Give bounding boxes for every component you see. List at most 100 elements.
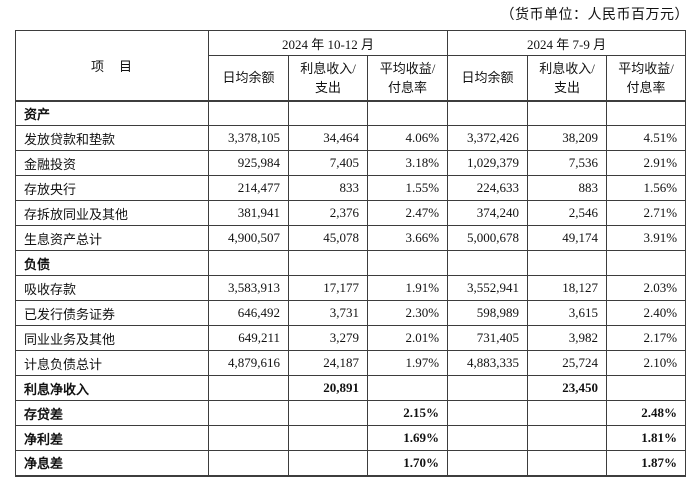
cell-value: 1.70% — [366, 450, 449, 476]
row-label: 吸收存款 — [15, 275, 209, 301]
cell-value — [527, 250, 608, 276]
subheader-yield-1: 平均收益/ 付息率 — [366, 55, 449, 102]
cell-value: 731,405 — [447, 325, 529, 351]
table-row: 生息资产总计 4,900,507 45,078 3.66% 5,000,678 49,17… — [15, 225, 687, 251]
row-label: 净利差 — [15, 425, 209, 451]
cell-value: 833 — [288, 175, 368, 201]
cell-value — [527, 100, 608, 126]
cell-value: 17,177 — [288, 275, 368, 301]
cell-value: 18,127 — [527, 275, 608, 301]
cell-value: 883 — [527, 175, 608, 201]
header-sub-row: 日均余额 利息收入/ 支出 平均收益/ 付息率 日均余额 利息收入/ 支出 平均… — [16, 55, 687, 102]
row-label: 净息差 — [15, 450, 209, 476]
cell-value — [208, 425, 289, 451]
cell-value: 4.06% — [366, 125, 449, 151]
cell-value: 5,000,678 — [447, 225, 529, 251]
cell-value: 1.55% — [366, 175, 449, 201]
cell-value: 2.48% — [606, 400, 687, 426]
cell-value: 45,078 — [288, 225, 368, 251]
cell-value — [447, 400, 529, 426]
cell-value: 1.97% — [366, 350, 449, 376]
cell-value: 7,405 — [288, 150, 368, 176]
cell-value — [447, 250, 529, 276]
item-column-header: 项 目 — [15, 30, 209, 102]
table-row: 计息负债总计 4,879,616 24,187 1.97% 4,883,335 25,72… — [15, 350, 687, 376]
cell-value: 38,209 — [527, 125, 608, 151]
cell-value — [447, 375, 529, 401]
cell-value: 2.10% — [606, 350, 687, 376]
cell-value: 646,492 — [208, 300, 289, 326]
row-label: 已发行债务证券 — [15, 300, 209, 326]
header-group-row: 项 目 2024 年 10-12 月 2024 年 7-9 月 — [15, 30, 687, 102]
row-label: 同业业务及其他 — [15, 325, 209, 351]
table-header: 项 目 2024 年 10-12 月 2024 年 7-9 月 日均余额 利息收… — [15, 30, 687, 102]
cell-value: 2.30% — [366, 300, 449, 326]
cell-value: 3.18% — [366, 150, 449, 176]
cell-value: 1,029,379 — [447, 150, 529, 176]
cell-value: 2.01% — [366, 325, 449, 351]
cell-value: 24,187 — [288, 350, 368, 376]
cell-value — [527, 400, 608, 426]
cell-value: 925,984 — [208, 150, 289, 176]
cell-value — [366, 250, 449, 276]
cell-value: 1.69% — [366, 425, 449, 451]
cell-value: 4,879,616 — [208, 350, 289, 376]
table-row: 发放贷款和垫款 3,378,105 34,464 4.06% 3,372,426 38,2… — [15, 125, 687, 151]
cell-value — [208, 450, 289, 476]
row-label: 负债 — [15, 250, 209, 276]
cell-value — [606, 375, 687, 401]
cell-value — [447, 425, 529, 451]
row-label: 存拆放同业及其他 — [15, 200, 209, 226]
subheader-yield-2: 平均收益/ 付息率 — [606, 55, 687, 102]
cell-value: 1.87% — [606, 450, 687, 476]
cell-value: 2.71% — [606, 200, 687, 226]
cell-value: 2,546 — [527, 200, 608, 226]
cell-value — [288, 250, 368, 276]
table-row: 存放央行 214,477 833 1.55% 224,633 883 1.56% — [15, 175, 687, 201]
cell-value — [288, 425, 368, 451]
cell-value: 7,536 — [527, 150, 608, 176]
cell-value — [288, 450, 368, 476]
cell-value: 381,941 — [208, 200, 289, 226]
row-label: 发放贷款和垫款 — [15, 125, 209, 151]
cell-value: 3,552,941 — [447, 275, 529, 301]
cell-value: 3,378,105 — [208, 125, 289, 151]
cell-value — [606, 100, 687, 126]
row-label: 存贷差 — [15, 400, 209, 426]
cell-value: 4.51% — [606, 125, 687, 151]
table-row: 净息差 1.70% 1.87% — [15, 450, 687, 476]
cell-value: 2.47% — [366, 200, 449, 226]
subheader-interest-2: 利息收入/ 支出 — [527, 55, 608, 102]
cell-value — [208, 400, 289, 426]
cell-value: 4,883,335 — [447, 350, 529, 376]
cell-value: 224,633 — [447, 175, 529, 201]
row-label: 资产 — [15, 100, 209, 126]
cell-value: 649,211 — [208, 325, 289, 351]
cell-value: 23,450 — [527, 375, 608, 401]
period-header-oct-dec: 2024 年 10-12 月 — [207, 30, 449, 56]
cell-value: 2.91% — [606, 150, 687, 176]
cell-value: 214,477 — [208, 175, 289, 201]
currency-unit-note: （货币单位：人民币百万元） — [500, 8, 689, 23]
cell-value: 3,982 — [527, 325, 608, 351]
cell-value — [366, 100, 449, 126]
cell-value: 2.40% — [606, 300, 687, 326]
row-label: 利息净收入 — [15, 375, 209, 401]
cell-value: 25,724 — [527, 350, 608, 376]
table-body: 资产 发放贷款和垫款 3,378,105 34,464 4.06% 3,372,426 38… — [15, 100, 687, 476]
table-row: 金融投资 925,984 7,405 3.18% 1,029,379 7,536 2.91% — [15, 150, 687, 176]
cell-value — [606, 250, 687, 276]
cell-value — [447, 450, 529, 476]
cell-value: 2,376 — [288, 200, 368, 226]
cell-value: 3.91% — [606, 225, 687, 251]
table-row: 负债 — [15, 250, 687, 276]
cell-value — [208, 100, 289, 126]
cell-value: 3,615 — [527, 300, 608, 326]
interest-rate-table: 项 目 2024 年 10-12 月 2024 年 7-9 月 日均余额 利息收… — [15, 30, 687, 477]
row-label: 生息资产总计 — [15, 225, 209, 251]
cell-value: 1.56% — [606, 175, 687, 201]
row-label: 金融投资 — [15, 150, 209, 176]
cell-value: 598,989 — [447, 300, 529, 326]
cell-value: 2.17% — [606, 325, 687, 351]
